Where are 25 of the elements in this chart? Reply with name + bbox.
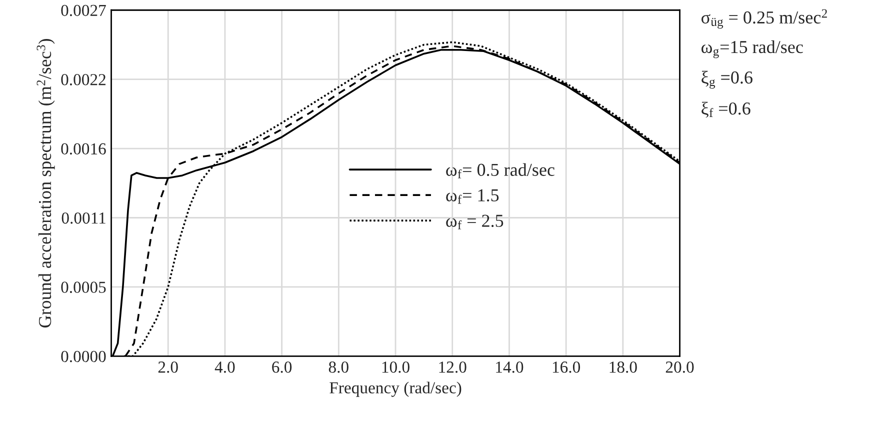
y-tick-label: 0.0000 bbox=[61, 350, 106, 362]
text: σ$_{üg}$ = 0.25 m/sec$^{2}$ bbox=[701, 9, 827, 29]
x-tick-label: 16.0 bbox=[552, 362, 580, 373]
y-axis-title: Ground acceleration spectrum (m$^{2}$/sec$^{3}$) bbox=[36, 39, 55, 328]
x-tick-label: 4.0 bbox=[214, 362, 235, 373]
legend-label: ω$_{f}$= 0.5 rad/sec bbox=[446, 163, 554, 178]
text: ω$_{g}$=15 rad/sec bbox=[702, 40, 803, 58]
x-tick-label: 12.0 bbox=[439, 362, 466, 373]
y-tick-label: 0.0027 bbox=[61, 4, 106, 16]
x-tick-label: 20.0 bbox=[666, 362, 694, 373]
y-tick-label: 0.0005 bbox=[61, 282, 106, 293]
text: ξ$_{g}$ =0.6 bbox=[702, 70, 752, 89]
x-tick-label: 6.0 bbox=[272, 362, 292, 373]
y-tick-label: 0.0011 bbox=[62, 212, 106, 224]
x-tick-label: 10.0 bbox=[382, 362, 410, 373]
legend-label: ω$_{f}$ = 2.5 bbox=[446, 214, 504, 230]
x-axis-title: Frequency (rad/sec) bbox=[330, 382, 462, 397]
y-tick-label: 0.0022 bbox=[61, 74, 106, 86]
x-tick-label: 14.0 bbox=[496, 362, 524, 373]
text: ξ$_{f}$ =0.6 bbox=[702, 102, 750, 118]
x-tick-label: 2.0 bbox=[158, 362, 178, 373]
x-tick-label: 18.0 bbox=[610, 362, 637, 373]
legend-label: ω$_{f}$= 1.5 bbox=[446, 189, 499, 204]
y-tick-label: 0.0016 bbox=[61, 143, 106, 155]
x-tick-label: 8.0 bbox=[328, 362, 348, 373]
